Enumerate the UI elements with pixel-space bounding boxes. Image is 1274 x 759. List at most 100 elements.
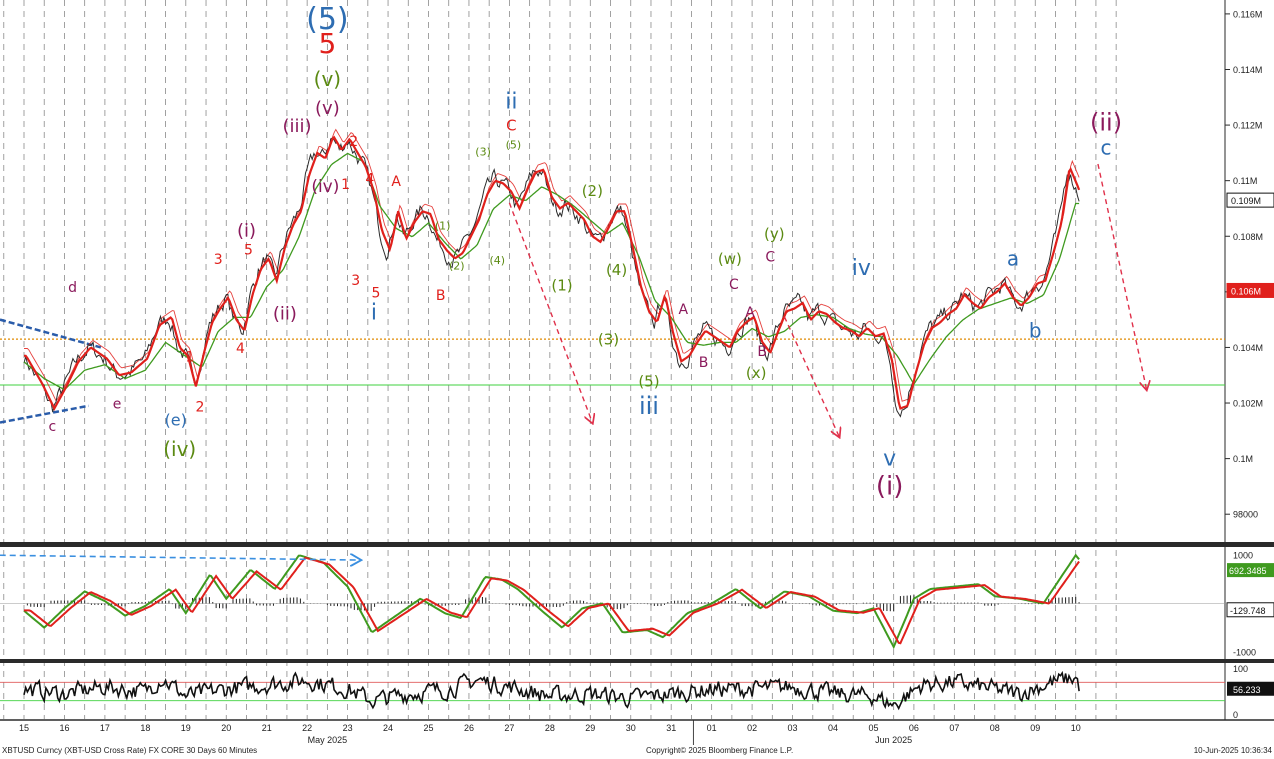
x-tick-label: 31	[666, 723, 676, 733]
y-tick-label: 0.116M	[1233, 9, 1262, 19]
wave-label: (ii)	[1090, 109, 1122, 137]
x-tick-label: 15	[19, 723, 29, 733]
wave-label: a	[1007, 246, 1019, 270]
wave-label: v	[883, 447, 896, 472]
x-tick-label: 09	[1030, 723, 1040, 733]
last-price-box: 0.109M	[1226, 192, 1274, 208]
wave-label: (x)	[746, 364, 767, 382]
wave-label: (5)	[306, 2, 349, 37]
stochastic-value-box: 56.233	[1227, 681, 1274, 696]
wave-label: 4	[365, 171, 374, 187]
x-tick-label: 28	[545, 723, 555, 733]
stochastic-tick-label: 100	[1233, 664, 1248, 674]
projection-arrow	[508, 202, 592, 423]
wave-label: C	[765, 249, 775, 265]
moving-average-fast	[24, 135, 1081, 412]
ma-value-box-label: 0.106M	[1231, 286, 1261, 296]
stochastic-tick-label: 0	[1233, 710, 1238, 720]
wave-label: (3)	[598, 331, 619, 349]
wave-labels: (5)5(v)(v)(iii)(iv)21 435iAB(1)(2)(3)(4)(…	[48, 2, 1122, 502]
x-tick-label: 29	[585, 723, 595, 733]
y-tick-label: 0.102M	[1233, 399, 1263, 409]
ma-value-box: 0.106M	[1226, 282, 1274, 298]
wave-label: c	[1101, 135, 1112, 159]
x-tick-label: 27	[504, 723, 514, 733]
wave-label: 4	[236, 341, 245, 357]
wave-label: (2)	[449, 260, 465, 273]
wave-label: (v)	[314, 67, 341, 91]
y-tick-label: 0.104M	[1233, 343, 1263, 353]
moving-average-thin	[24, 128, 1080, 402]
vertical-grid	[3, 0, 1117, 719]
oscillator-tick-label: -1000	[1233, 647, 1256, 657]
wave-label: ii	[505, 89, 517, 114]
x-tick-label: 23	[343, 723, 353, 733]
copyright-notice: Copyright© 2025 Bloomberg Finance L.P.	[646, 746, 794, 755]
wave-label: C	[506, 117, 516, 135]
y-tick-label: 98000	[1233, 510, 1258, 520]
x-tick-label: 04	[828, 723, 838, 733]
wave-label: 2	[349, 134, 358, 150]
last-price-box-box	[1226, 192, 1274, 208]
wave-label: A	[391, 174, 401, 190]
wave-label: iv	[852, 256, 871, 281]
wave-label: (e)	[165, 410, 187, 429]
x-tick-label: 06	[909, 723, 919, 733]
wave-label: (iii)	[283, 116, 312, 137]
month-label: Jun 2025	[875, 735, 912, 745]
wave-label: d	[68, 280, 77, 296]
wave-label: (ii)	[273, 304, 297, 325]
x-tick-label: 07	[949, 723, 959, 733]
wave-label: (i)	[237, 220, 256, 241]
y-tick-label: 0.114M	[1233, 65, 1262, 75]
wave-label: 5	[318, 27, 336, 60]
oscillator-trendline	[0, 555, 360, 560]
oscillator-tick-label: 1000	[1233, 551, 1253, 561]
x-tick-label: 26	[464, 723, 474, 733]
wave-label: (w)	[718, 250, 742, 268]
x-tick-label: 24	[383, 723, 393, 733]
oscillator-signal	[24, 556, 1080, 645]
x-tick-label: 08	[990, 723, 1000, 733]
wave-label: i	[371, 301, 377, 326]
wave-label: 5	[371, 285, 380, 301]
wave-label: iii	[639, 392, 659, 420]
oscillator-line	[23, 553, 1080, 650]
wave-label: 1	[341, 177, 350, 193]
x-tick-label: 17	[100, 723, 110, 733]
wave-label: C	[729, 277, 739, 293]
wave-label: (1)	[551, 276, 572, 294]
panel-separator	[0, 659, 1274, 663]
histogram-value-box: -129.748	[1226, 602, 1274, 618]
wave-label: 2	[195, 399, 204, 415]
histogram-value-bg	[1226, 602, 1274, 618]
x-tick-label: 22	[302, 723, 312, 733]
x-tick-label: 30	[626, 723, 636, 733]
x-tick-label: 16	[59, 723, 69, 733]
x-tick-label: 18	[140, 723, 150, 733]
wave-label: (iv)	[163, 437, 196, 461]
projection-arrow	[783, 316, 839, 437]
x-tick-label: 01	[707, 723, 717, 733]
last-price-box-label: 0.109M	[1231, 196, 1261, 206]
y-tick-label: 0.1M	[1233, 454, 1253, 464]
wave-label: 5	[244, 242, 253, 258]
stochastic-value-label: 56.233	[1233, 685, 1261, 695]
timestamp: 10-Jun-2025 10:36:34	[1193, 746, 1272, 755]
wave-label: B	[757, 344, 767, 360]
oscillator-value-box: 692.3485	[1227, 563, 1274, 578]
wave-label: B	[436, 288, 446, 304]
wave-label: B	[699, 355, 709, 371]
projection-arrow	[1097, 163, 1147, 389]
month-label: May 2025	[308, 735, 348, 745]
wave-label: (4)	[606, 261, 627, 279]
trendline-lower	[0, 404, 89, 424]
ma-value-box-box	[1226, 282, 1274, 298]
y-tick-label: 0.108M	[1233, 232, 1263, 242]
wave-label: (1)	[435, 219, 451, 232]
wave-label: b	[1029, 319, 1042, 343]
wave-label: 3	[351, 273, 360, 289]
stochastic-line	[23, 670, 1080, 711]
x-tick-label: 05	[868, 723, 878, 733]
